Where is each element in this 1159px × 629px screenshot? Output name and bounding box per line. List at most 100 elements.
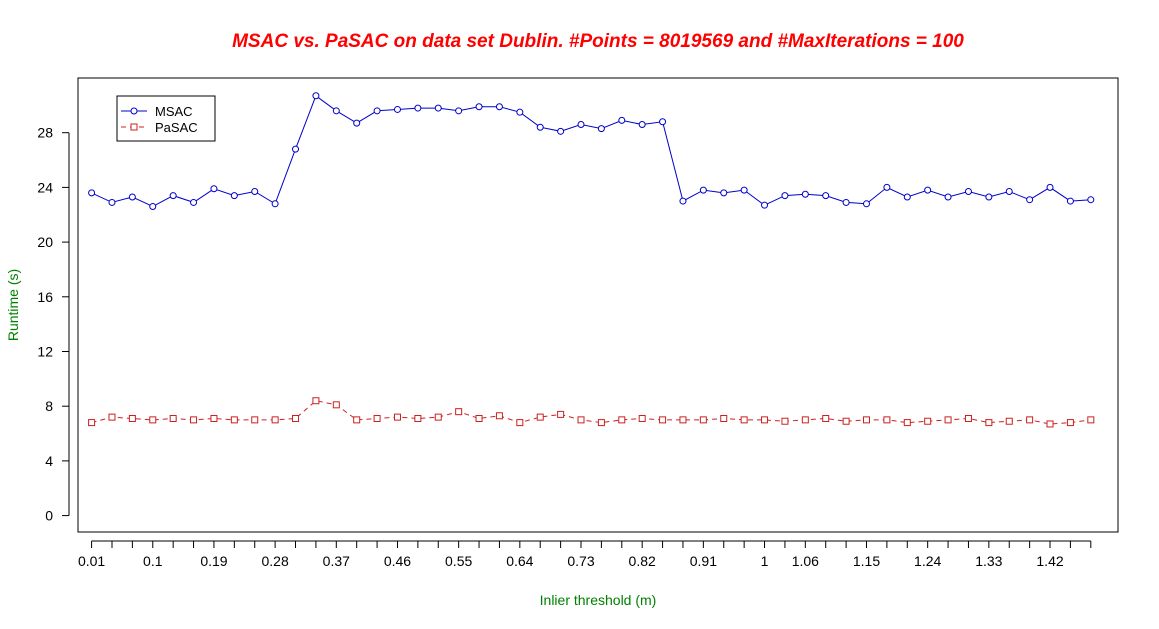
data-point-msac [699, 186, 707, 194]
x-tick-label: 0.64 [506, 553, 533, 569]
x-tick-label: 0.55 [445, 553, 472, 569]
x-tick-label: 1.42 [1036, 553, 1063, 569]
data-point-msac [801, 190, 809, 198]
y-tick-label: 8 [45, 398, 53, 414]
data-point-pasac [822, 415, 830, 422]
data-point-pasac [475, 415, 483, 422]
data-point-pasac [251, 416, 259, 424]
data-point-pasac [190, 416, 198, 424]
data-point-pasac [659, 416, 667, 424]
x-tick-label: 0.82 [629, 553, 656, 569]
data-point-msac [251, 188, 259, 195]
data-point-msac [720, 189, 728, 197]
data-point-msac [659, 118, 667, 126]
data-point-pasac [1066, 419, 1074, 427]
data-point-msac [924, 186, 932, 194]
series-layer [88, 92, 1095, 428]
data-point-pasac [230, 416, 238, 424]
data-point-pasac [557, 410, 565, 418]
data-point-msac [149, 203, 157, 211]
data-point-msac [169, 192, 177, 200]
chart-title: MSAC vs. PaSAC on data set Dublin. #Poin… [232, 31, 964, 52]
y-tick-label: 4 [45, 453, 53, 469]
x-tick-label: 0.01 [78, 553, 105, 569]
data-point-pasac [740, 416, 748, 424]
data-point-pasac [699, 416, 707, 424]
data-point-msac [230, 192, 238, 200]
data-point-pasac [618, 416, 626, 424]
data-point-msac [964, 188, 972, 195]
data-point-msac [597, 125, 605, 133]
data-point-msac [190, 198, 198, 206]
legend-marker-msac [130, 107, 138, 115]
y-tick-label: 20 [37, 234, 53, 250]
x-tick-label: 0.1 [143, 553, 163, 569]
data-point-pasac [638, 415, 646, 422]
data-point-pasac [536, 413, 544, 421]
data-point-pasac [1046, 420, 1054, 428]
data-point-pasac [1026, 416, 1034, 424]
x-tick-label: 1.24 [914, 553, 941, 569]
data-point-msac [414, 104, 422, 112]
x-tick-label: 0.37 [323, 553, 350, 569]
x-axis-label: Inlier threshold (m) [540, 592, 657, 608]
data-point-pasac [108, 413, 116, 421]
data-point-pasac [1087, 416, 1095, 424]
data-point-msac [577, 120, 585, 128]
data-point-msac [455, 107, 463, 115]
plot-area-frame [77, 77, 1119, 533]
data-point-pasac [149, 416, 157, 424]
data-point-msac [1026, 196, 1034, 204]
y-tick-label: 24 [37, 179, 53, 195]
data-point-pasac [862, 416, 870, 424]
data-point-pasac [801, 416, 809, 424]
data-point-msac [88, 189, 96, 197]
data-point-pasac [88, 419, 96, 427]
data-point-pasac [597, 419, 605, 427]
data-point-msac [475, 103, 483, 111]
data-point-msac [1005, 188, 1013, 195]
data-point-msac [557, 127, 565, 135]
data-point-pasac [169, 415, 177, 422]
data-point-pasac [944, 416, 952, 424]
data-point-pasac [455, 408, 463, 416]
y-tick-label: 0 [45, 508, 53, 524]
legend-marker-pasac [130, 123, 138, 131]
legend-item-msac: MSAC [121, 104, 193, 119]
data-point-msac [292, 145, 300, 153]
y-tick-label: 16 [37, 289, 53, 305]
legend-label-msac: MSAC [155, 104, 193, 119]
data-point-msac [638, 120, 646, 128]
data-point-pasac [903, 419, 911, 427]
legend-label-pasac: PaSAC [155, 120, 198, 135]
data-point-msac [903, 193, 911, 201]
data-point-msac [781, 192, 789, 200]
data-point-pasac [720, 415, 728, 422]
data-point-pasac [271, 416, 279, 424]
data-point-pasac [679, 416, 687, 424]
data-point-msac [883, 183, 891, 191]
data-point-pasac [332, 401, 340, 409]
data-point-pasac [924, 417, 932, 425]
data-point-msac [740, 186, 748, 194]
data-point-pasac [210, 415, 218, 422]
data-point-msac [1046, 183, 1054, 191]
data-point-msac [842, 198, 850, 206]
data-point-pasac [1005, 417, 1013, 425]
data-point-msac [210, 185, 218, 193]
data-point-msac [373, 107, 381, 115]
x-tick-label: 0.73 [567, 553, 594, 569]
data-point-pasac [883, 416, 891, 424]
data-point-msac [944, 193, 952, 201]
data-point-msac [1066, 197, 1074, 205]
data-point-pasac [577, 416, 585, 424]
data-point-msac [332, 107, 340, 115]
x-tick-label: 0.46 [384, 553, 411, 569]
data-point-pasac [128, 415, 136, 422]
data-point-pasac [761, 416, 769, 424]
data-point-msac [434, 104, 442, 112]
legend-item-pasac: PaSAC [121, 120, 198, 135]
x-tick-label: 0.19 [200, 553, 227, 569]
